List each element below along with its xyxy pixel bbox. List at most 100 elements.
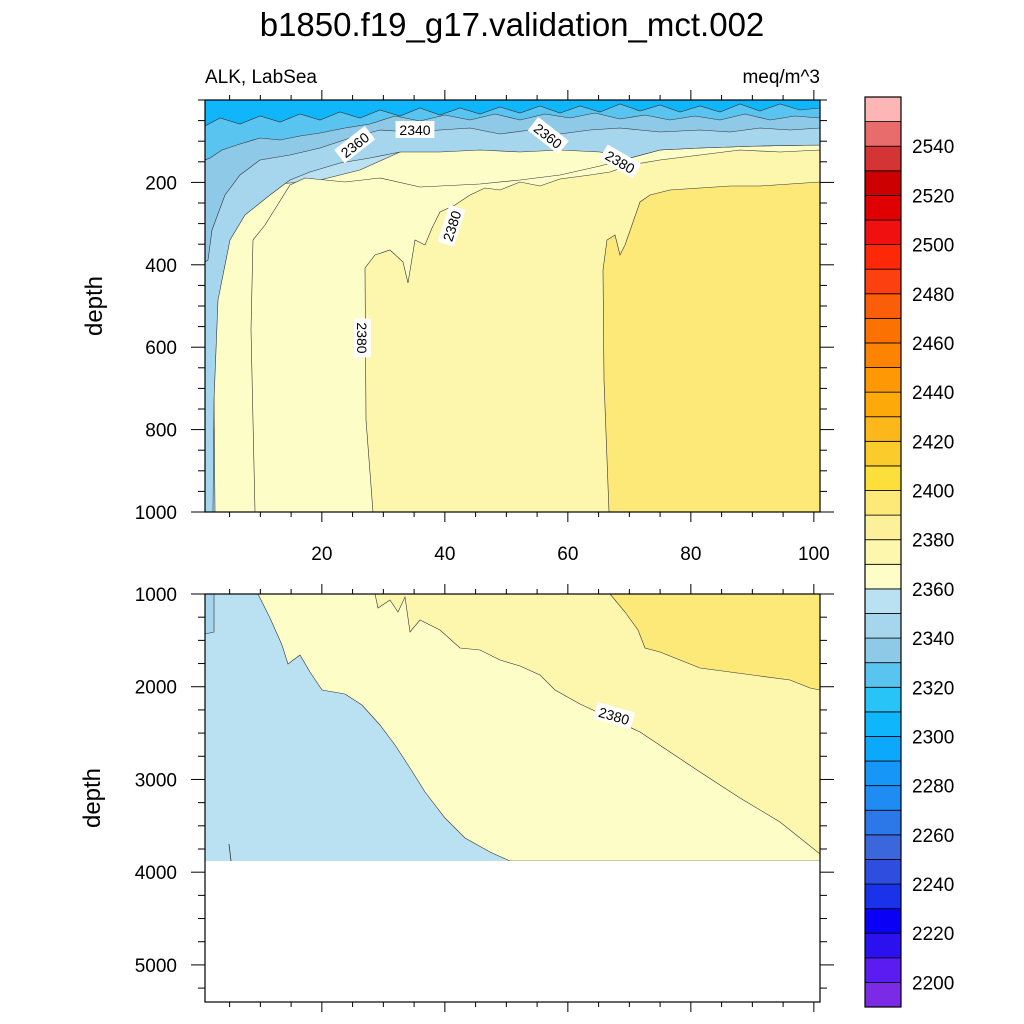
colorbar-tick-label: 2380	[912, 531, 954, 552]
colorbar-frame	[864, 96, 902, 1008]
lower-contour-labels: 2380	[593, 702, 636, 730]
contour-label: 2340	[395, 121, 435, 138]
lower-y-axis-label: depth	[79, 768, 106, 828]
colorbar-tick-label: 2480	[912, 285, 954, 306]
contour-label-box	[593, 702, 636, 730]
colorbar-swatch	[864, 391, 902, 418]
region-2400	[602, 181, 820, 512]
colorbar-swatch	[864, 736, 902, 762]
surface-layer-dark	[205, 100, 820, 127]
colorbar: 2200 2220 2240 2260 2280 2300 2320 2340 2360 2380…	[864, 96, 954, 1008]
chart-title: b1850.f19_g17.validation_mct.002	[260, 6, 765, 43]
colorbar-swatch	[864, 883, 902, 910]
colorbar-swatch	[864, 268, 902, 295]
colorbar-swatch	[864, 932, 902, 959]
colorbar-tick-label: 2500	[912, 236, 954, 257]
contour-label-box	[354, 318, 371, 358]
contour-label-box	[437, 204, 466, 247]
x-tick-label: 100	[798, 544, 830, 565]
y-tick-label: 400	[145, 256, 177, 277]
colorbar-swatch	[864, 539, 902, 565]
colorbar-swatch	[864, 563, 902, 590]
colorbar-swatch	[864, 514, 902, 541]
contour-label: 2380	[354, 318, 371, 358]
colorbar-tick-label: 2220	[912, 924, 954, 945]
colorbar-swatch	[864, 588, 902, 614]
colorbar-swatch	[864, 367, 902, 393]
colorbar-tick-label: 2300	[912, 727, 954, 748]
colorbar-swatch	[864, 490, 902, 516]
x-tick-label: 20	[311, 544, 332, 565]
colorbar-tick-label: 2280	[912, 777, 954, 798]
x-tick-label: 60	[557, 544, 578, 565]
contour-label-box	[527, 116, 569, 155]
colorbar-swatch	[864, 317, 902, 344]
colorbar-swatch	[864, 785, 902, 811]
colorbar-tick-label: 2200	[912, 973, 954, 994]
colorbar-tick-label: 2400	[912, 482, 954, 503]
lower-panel-frame	[204, 593, 821, 1003]
colorbar-swatch	[864, 342, 902, 368]
colorbar-swatch	[864, 170, 902, 196]
contour-label-box	[599, 144, 642, 179]
lower-ticks: 1000 2000 3000 4000 5000	[135, 584, 834, 1012]
lower-panel-fill	[205, 594, 820, 1002]
colorbar-tick-label: 2540	[912, 137, 954, 158]
colorbar-swatch	[864, 908, 902, 934]
colorbar-swatch	[864, 637, 902, 664]
colorbar-swatch	[864, 121, 902, 147]
colorbar-swatch	[864, 416, 902, 442]
lower-region-2350	[205, 594, 215, 635]
contour-label: 2380	[593, 702, 636, 730]
y-tick-label: 4000	[135, 863, 177, 884]
colorbar-swatch	[864, 613, 902, 639]
lower-region-2400	[609, 594, 820, 691]
y-tick-label: 200	[145, 173, 177, 194]
y-tick-label: 1000	[135, 585, 177, 606]
variable-label: ALK, LabSea	[205, 67, 317, 88]
x-tick-label: 40	[434, 544, 455, 565]
colorbar-swatch	[864, 465, 902, 491]
colorbar-swatch	[864, 957, 902, 983]
colorbar-tick-label: 2320	[912, 678, 954, 699]
colorbar-swatch	[864, 662, 902, 688]
upper-ticks: 20 40 60 80 100 200 400 600 800 1000	[135, 90, 834, 565]
colorbar-swatch	[864, 982, 902, 1008]
colorbar-swatch	[864, 293, 902, 319]
colorbar-swatch	[864, 194, 902, 221]
y-tick-label: 1000	[135, 503, 177, 524]
colorbar-tick-label: 2240	[912, 875, 954, 896]
colorbar-swatch	[864, 219, 902, 245]
upper-panel-fill	[205, 100, 820, 512]
colorbar-tick-label: 2520	[912, 186, 954, 207]
colorbar-tick-label: 2420	[912, 432, 954, 453]
colorbar-tick-label: 2340	[912, 629, 954, 650]
upper-y-axis-label: depth	[81, 276, 108, 336]
colorbar-swatch	[864, 145, 902, 172]
colorbar-swatch	[864, 711, 902, 737]
missing-data-region	[205, 861, 820, 1002]
colorbar-tick-label: 2460	[912, 334, 954, 355]
colorbar-swatch	[864, 686, 902, 713]
colorbar-tick-label: 2360	[912, 580, 954, 601]
colorbar-swatch	[864, 96, 902, 122]
colorbar-swatch	[864, 859, 902, 885]
colorbar-swatch	[864, 440, 902, 467]
colorbar-swatch	[864, 809, 902, 836]
colorbar-tick-label: 2260	[912, 826, 954, 847]
x-tick-label: 80	[680, 544, 701, 565]
y-tick-label: 5000	[135, 956, 177, 977]
contour-label-text: 2340	[399, 122, 430, 138]
y-tick-label: 2000	[135, 678, 177, 699]
contour-label-text: 2380	[354, 322, 370, 353]
lower-panel: 2380 1000 2000 3000 4000 5000 depth	[79, 584, 834, 1012]
colorbar-swatch	[864, 834, 902, 860]
lower-contour-stub	[228, 843, 232, 862]
y-tick-label: 3000	[135, 770, 177, 791]
y-tick-label: 800	[145, 421, 177, 442]
colorbar-swatch	[864, 244, 902, 270]
colorbar-tick-label: 2440	[912, 383, 954, 404]
